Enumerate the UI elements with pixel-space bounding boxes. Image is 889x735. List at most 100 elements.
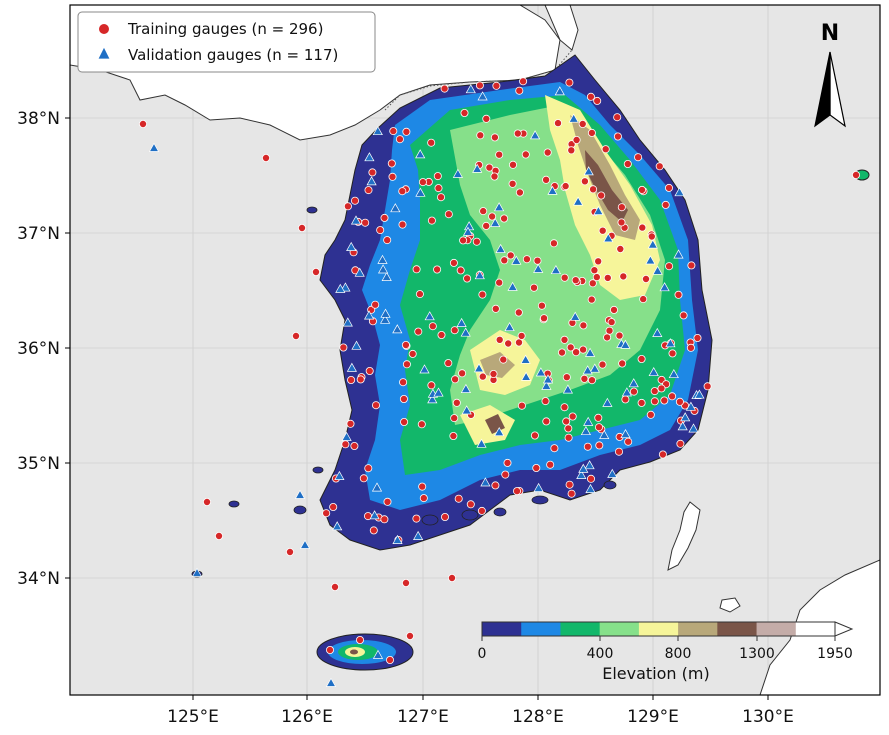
training-gauge-marker xyxy=(615,447,624,456)
validation-gauge-marker xyxy=(668,368,679,379)
validation-legend-label: Validation gauges (n = 117) xyxy=(128,46,338,64)
validation-gauge-marker xyxy=(456,317,467,327)
training-gauge-marker xyxy=(646,410,655,419)
north-arrow-shade-icon xyxy=(814,51,831,128)
training-gauge-marker xyxy=(291,331,300,340)
training-gauge-marker xyxy=(566,343,575,352)
training-gauge-marker xyxy=(617,203,626,212)
training-gauge-marker xyxy=(428,322,437,331)
training-gauge-marker xyxy=(414,327,423,336)
validation-gauge-marker xyxy=(364,152,375,162)
training-gauge-marker xyxy=(513,129,522,138)
validation-gauge-marker xyxy=(433,387,444,397)
training-gauge-marker xyxy=(398,187,407,196)
validation-gauge-marker xyxy=(390,203,401,213)
validation-gauge-marker xyxy=(673,249,684,259)
validation-gauge-marker xyxy=(335,283,346,293)
training-gauge-marker xyxy=(412,265,421,274)
training-gauge-marker xyxy=(629,387,638,396)
training-gauge-marker xyxy=(489,369,498,378)
training-gauge-marker xyxy=(387,159,396,168)
training-gauge-marker xyxy=(650,387,659,396)
validation-legend-marker xyxy=(97,46,111,60)
training-gauge-marker xyxy=(572,135,581,144)
y-tick-label: 37°N xyxy=(17,224,60,244)
colorbar-segment xyxy=(795,622,836,636)
training-gauge-marker xyxy=(560,335,569,344)
training-gauge-marker xyxy=(368,168,377,177)
training-gauge-marker xyxy=(515,338,524,347)
south-korea-elevation xyxy=(319,54,713,551)
training-gauge-marker xyxy=(561,182,570,191)
training-gauge-marker xyxy=(371,300,380,309)
training-gauge-marker xyxy=(572,348,581,357)
validation-gauge-marker xyxy=(369,510,380,520)
training-gauge-marker xyxy=(482,114,491,123)
training-gauge-marker xyxy=(427,138,436,147)
validation-gauge-marker xyxy=(473,363,485,373)
validation-gauge-marker xyxy=(578,463,589,473)
training-gauge-marker xyxy=(590,266,599,275)
training-gauge-marker xyxy=(356,375,365,384)
training-gauge-marker xyxy=(364,186,373,195)
training-gauge-marker xyxy=(401,579,410,588)
training-gauge-marker xyxy=(852,170,861,179)
training-gauge-marker xyxy=(371,401,380,410)
training-gauge-marker xyxy=(687,261,696,270)
training-gauge-marker xyxy=(501,470,510,479)
validation-gauge-marker xyxy=(474,270,485,280)
training-gauge-marker xyxy=(603,333,612,342)
training-gauge-marker xyxy=(322,509,331,518)
validation-gauge-marker xyxy=(380,308,391,318)
training-gauge-marker xyxy=(454,494,463,503)
validation-gauge-marker xyxy=(381,271,392,281)
training-gauge-marker xyxy=(638,223,647,232)
training-gauge-marker xyxy=(579,321,588,330)
training-gauge-marker xyxy=(488,212,497,221)
training-gauge-marker xyxy=(537,301,546,310)
validation-gauge-marker xyxy=(354,267,365,277)
validation-gauge-marker xyxy=(465,84,476,94)
validation-gauge-marker xyxy=(665,338,676,348)
training-gauge-marker xyxy=(613,132,622,141)
validation-gauge-marker xyxy=(607,468,618,478)
training-gauge-marker xyxy=(515,188,524,197)
training-gauge-marker xyxy=(542,175,551,184)
training-gauge-marker xyxy=(347,375,356,384)
training-gauge-marker xyxy=(603,273,612,282)
colorbar: 0 400 800 1300 1950 Elevation (m) xyxy=(478,621,854,683)
training-gauge-marker xyxy=(621,395,630,404)
validation-gauge-marker xyxy=(547,185,558,195)
validation-gauge-marker xyxy=(533,263,544,273)
training-gauge-marker xyxy=(541,397,550,406)
training-gauge-marker xyxy=(598,226,607,235)
training-gauge-marker xyxy=(361,218,370,227)
training-gauge-marker xyxy=(495,335,504,344)
training-gauge-marker xyxy=(476,131,485,140)
colorbar-segment xyxy=(482,622,522,636)
validation-gauge-marker xyxy=(460,383,471,393)
training-gauge-marker xyxy=(642,274,651,283)
validation-gauge-marker xyxy=(589,363,600,373)
training-gauge-marker xyxy=(463,274,472,283)
training-gauge-marker xyxy=(564,424,573,433)
training-gauge-marker xyxy=(519,77,528,86)
validation-gauge-marker xyxy=(452,168,463,178)
training-gauge-marker xyxy=(330,583,339,592)
validation-gauge-marker xyxy=(688,423,699,433)
training-gauge-marker xyxy=(587,295,596,304)
training-gauge-marker xyxy=(515,86,524,95)
training-gauge-marker xyxy=(533,256,542,265)
small-island-east xyxy=(719,597,741,613)
colorbar-segment xyxy=(521,622,561,636)
validation-gauge-marker xyxy=(342,317,353,327)
validation-gauge-marker xyxy=(477,91,488,101)
training-gauge-marker xyxy=(380,515,389,524)
training-gauge-marker xyxy=(532,463,541,472)
training-gauge-marker xyxy=(380,213,389,222)
training-gauge-marker xyxy=(583,442,592,451)
training-gauge-marker xyxy=(508,160,517,169)
training-gauge-marker xyxy=(589,185,598,194)
training-gauge-marker xyxy=(562,373,571,382)
training-gauge-marker xyxy=(665,262,674,271)
